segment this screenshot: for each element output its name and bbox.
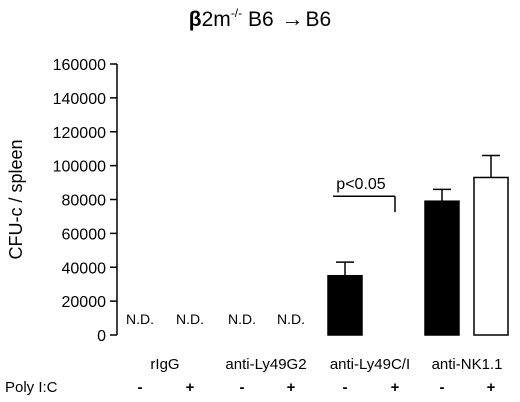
group-label: rIgG	[150, 356, 179, 373]
y-tick-label: 120000	[53, 125, 106, 142]
treatment-marker: -	[343, 379, 348, 396]
treatment-marker: +	[287, 379, 296, 396]
poly-ic-label: Poly I:C	[5, 379, 58, 396]
y-tick-label: 140000	[53, 91, 106, 108]
arrow-icon: →	[281, 6, 304, 31]
bar	[327, 274, 363, 336]
significance-label: p<0.05	[336, 176, 385, 193]
group-label: anti-Ly49C/I	[330, 356, 410, 373]
bar-nd-label: N.D.	[277, 311, 305, 327]
chart-title: β2m-/- B6 →B6	[0, 6, 520, 32]
y-axis-label: CFU-c / spleen	[6, 139, 26, 259]
y-tick-label: 60000	[62, 226, 107, 243]
y-tick-label: 20000	[62, 294, 107, 311]
bar	[424, 200, 460, 336]
treatment-marker: -	[440, 379, 445, 396]
y-tick-label: 0	[97, 328, 106, 345]
title-beta: β	[188, 8, 202, 31]
title-superscript: -/-	[230, 6, 243, 20]
title-donor: B6	[247, 8, 274, 31]
treatment-marker: -	[240, 379, 245, 396]
treatment-marker: +	[391, 379, 400, 396]
treatment-marker: +	[487, 379, 496, 396]
title-recipient: B6	[305, 8, 332, 31]
title-genotype: 2m	[201, 8, 231, 31]
bar-nd-label: N.D.	[126, 311, 154, 327]
y-tick-label: 40000	[62, 260, 107, 277]
y-tick-label: 100000	[53, 159, 106, 176]
bar	[473, 176, 509, 336]
y-tick-label: 160000	[53, 57, 106, 74]
treatment-marker: +	[186, 379, 195, 396]
bar-nd-label: N.D.	[176, 311, 204, 327]
treatment-marker: -	[138, 379, 143, 396]
group-label: anti-Ly49G2	[225, 356, 306, 373]
bar-nd-label: N.D.	[228, 311, 256, 327]
group-label: anti-NK1.1	[432, 356, 503, 373]
y-tick-label: 80000	[62, 193, 107, 210]
